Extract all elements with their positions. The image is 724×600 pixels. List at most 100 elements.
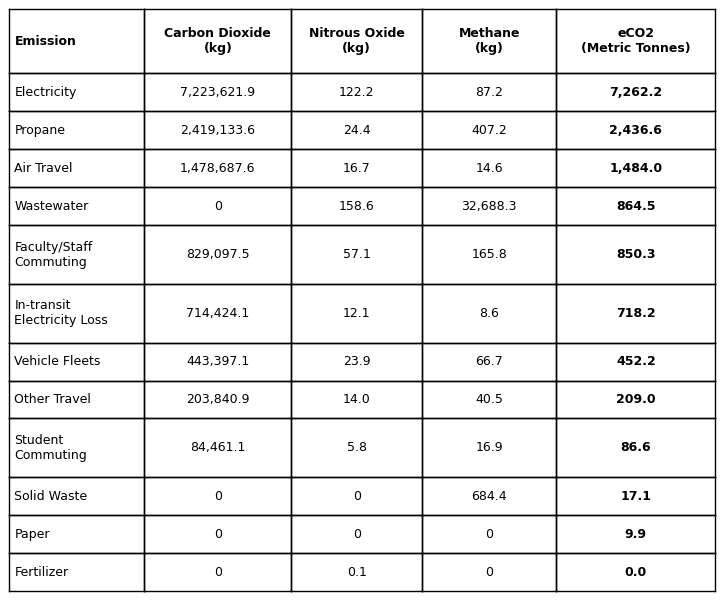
Text: 7,262.2: 7,262.2 xyxy=(610,86,662,99)
Bar xyxy=(291,343,422,380)
Text: 2,419,133.6: 2,419,133.6 xyxy=(180,124,256,137)
Text: 443,397.1: 443,397.1 xyxy=(186,355,250,368)
Text: Emission: Emission xyxy=(14,35,76,48)
Text: Carbon Dioxide
(kg): Carbon Dioxide (kg) xyxy=(164,27,272,55)
Text: 122.2: 122.2 xyxy=(339,86,374,99)
Bar xyxy=(556,187,715,225)
Bar xyxy=(291,515,422,553)
Text: Methane
(kg): Methane (kg) xyxy=(458,27,520,55)
Bar xyxy=(556,477,715,515)
Bar xyxy=(9,515,144,553)
Text: 0: 0 xyxy=(353,527,361,541)
Text: 718.2: 718.2 xyxy=(616,307,656,320)
Text: 1,484.0: 1,484.0 xyxy=(610,162,662,175)
Text: Fertilizer: Fertilizer xyxy=(14,566,69,578)
Bar xyxy=(9,225,144,284)
Bar xyxy=(144,73,291,112)
Text: Nitrous Oxide
(kg): Nitrous Oxide (kg) xyxy=(308,27,405,55)
Text: 203,840.9: 203,840.9 xyxy=(186,393,250,406)
Bar xyxy=(9,149,144,187)
Text: 16.7: 16.7 xyxy=(343,162,371,175)
Bar xyxy=(144,553,291,591)
Bar xyxy=(291,149,422,187)
Text: 0: 0 xyxy=(485,527,493,541)
Text: 407.2: 407.2 xyxy=(471,124,507,137)
Bar xyxy=(9,343,144,380)
Bar xyxy=(9,284,144,343)
Text: Air Travel: Air Travel xyxy=(14,162,73,175)
Text: 850.3: 850.3 xyxy=(616,248,655,261)
Bar xyxy=(556,112,715,149)
Bar xyxy=(9,9,144,73)
Bar xyxy=(144,343,291,380)
Bar xyxy=(291,284,422,343)
Text: In-transit
Electricity Loss: In-transit Electricity Loss xyxy=(14,299,108,327)
Bar xyxy=(291,225,422,284)
Bar xyxy=(422,284,556,343)
Text: 209.0: 209.0 xyxy=(616,393,656,406)
Bar xyxy=(422,343,556,380)
Text: 714,424.1: 714,424.1 xyxy=(186,307,250,320)
Bar xyxy=(422,225,556,284)
Text: 5.8: 5.8 xyxy=(347,442,366,454)
Bar xyxy=(291,418,422,477)
Bar xyxy=(422,187,556,225)
Bar xyxy=(556,149,715,187)
Text: Propane: Propane xyxy=(14,124,65,137)
Text: Student
Commuting: Student Commuting xyxy=(14,434,87,462)
Text: Vehicle Fleets: Vehicle Fleets xyxy=(14,355,101,368)
Bar xyxy=(144,187,291,225)
Bar xyxy=(291,112,422,149)
Text: 7,223,621.9: 7,223,621.9 xyxy=(180,86,256,99)
Bar xyxy=(422,73,556,112)
Text: 87.2: 87.2 xyxy=(475,86,503,99)
Text: 165.8: 165.8 xyxy=(471,248,507,261)
Bar xyxy=(9,418,144,477)
Text: 57.1: 57.1 xyxy=(342,248,371,261)
Text: 1,478,687.6: 1,478,687.6 xyxy=(180,162,256,175)
Text: 2,436.6: 2,436.6 xyxy=(610,124,662,137)
Bar xyxy=(9,477,144,515)
Text: 17.1: 17.1 xyxy=(620,490,652,503)
Bar xyxy=(422,149,556,187)
Text: Paper: Paper xyxy=(14,527,50,541)
Bar xyxy=(144,418,291,477)
Bar xyxy=(422,515,556,553)
Text: 158.6: 158.6 xyxy=(339,200,374,212)
Bar xyxy=(422,418,556,477)
Text: Other Travel: Other Travel xyxy=(14,393,91,406)
Text: 66.7: 66.7 xyxy=(476,355,503,368)
Text: 0: 0 xyxy=(485,566,493,578)
Bar xyxy=(9,187,144,225)
Text: 32,688.3: 32,688.3 xyxy=(461,200,517,212)
Bar xyxy=(291,553,422,591)
Text: 9.9: 9.9 xyxy=(625,527,647,541)
Text: 23.9: 23.9 xyxy=(343,355,371,368)
Bar xyxy=(422,477,556,515)
Text: 0: 0 xyxy=(214,566,222,578)
Bar xyxy=(556,418,715,477)
Text: Wastewater: Wastewater xyxy=(14,200,89,212)
Bar xyxy=(144,284,291,343)
Bar xyxy=(144,515,291,553)
Text: Faculty/Staff
Commuting: Faculty/Staff Commuting xyxy=(14,241,93,269)
Bar xyxy=(556,225,715,284)
Text: 0.1: 0.1 xyxy=(347,566,366,578)
Bar xyxy=(9,112,144,149)
Text: 84,461.1: 84,461.1 xyxy=(190,442,245,454)
Bar xyxy=(9,73,144,112)
Text: Solid Waste: Solid Waste xyxy=(14,490,88,503)
Bar xyxy=(556,343,715,380)
Bar xyxy=(422,112,556,149)
Bar xyxy=(556,553,715,591)
Bar xyxy=(144,112,291,149)
Text: 864.5: 864.5 xyxy=(616,200,655,212)
Bar xyxy=(556,73,715,112)
Text: 452.2: 452.2 xyxy=(616,355,656,368)
Text: 0.0: 0.0 xyxy=(625,566,647,578)
Text: Electricity: Electricity xyxy=(14,86,77,99)
Bar xyxy=(291,73,422,112)
Text: 16.9: 16.9 xyxy=(476,442,503,454)
Text: 12.1: 12.1 xyxy=(343,307,371,320)
Text: 14.0: 14.0 xyxy=(343,393,371,406)
